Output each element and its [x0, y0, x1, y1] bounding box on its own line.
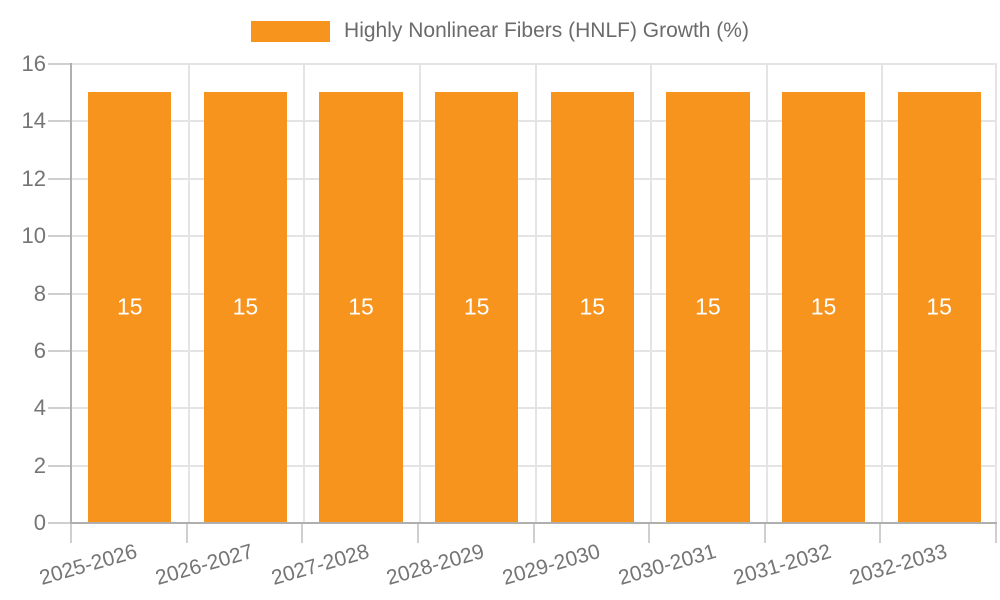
bar: [666, 91, 750, 522]
y-axis-tick: [48, 407, 70, 410]
x-axis-tick: [185, 524, 188, 543]
y-axis-tick-label: 16: [21, 51, 46, 76]
y-axis-tick: [48, 464, 70, 467]
x-axis-category-label: 2032-2033: [846, 540, 950, 590]
y-axis-tick-label: 0: [33, 510, 46, 535]
x-axis-tick: [995, 524, 997, 543]
bar-value-label: 15: [695, 293, 721, 320]
x-axis-category-label: 2026-2027: [152, 540, 256, 590]
bar-value-label: 15: [232, 293, 259, 320]
y-axis-tick: [48, 177, 70, 180]
x-axis-category-label: 2027-2028: [268, 540, 372, 590]
y-axis-tick-label: 2: [33, 452, 46, 478]
bar: [897, 91, 981, 522]
bar-value-label: 15: [810, 293, 837, 320]
x-axis-category-label: 2025-2026: [37, 540, 141, 590]
y-axis-tick: [48, 63, 70, 65]
x-grid-line: [534, 63, 537, 522]
x-grid-line: [303, 63, 306, 522]
plot-area: 15 15 15 15 15 15 15 15: [70, 63, 997, 524]
x-axis-category-label: 2029-2030: [499, 540, 603, 590]
y-axis-tick-label: 4: [33, 395, 46, 421]
bar-value-label: 15: [348, 293, 374, 320]
y-axis-tick: [48, 292, 70, 295]
y-axis-tick-label: 12: [21, 165, 46, 191]
x-axis-tick: [648, 524, 651, 543]
x-axis-tick: [532, 524, 535, 543]
y-axis-tick: [48, 120, 70, 123]
x-axis-tick: [879, 524, 882, 543]
bar: [550, 91, 634, 522]
x-grid-line: [418, 63, 421, 522]
x-grid-line: [187, 63, 190, 522]
bar-value-label: 15: [579, 293, 606, 320]
x-grid-line: [650, 63, 653, 522]
bar: [781, 91, 866, 522]
bar: [203, 91, 288, 522]
x-axis-category-label: 2030-2031: [615, 540, 719, 590]
x-axis-tick: [301, 524, 304, 543]
x-grid-line: [765, 63, 768, 522]
bar-value-label: 15: [117, 293, 143, 320]
y-axis-tick: [48, 235, 70, 238]
legend-swatch: [251, 20, 331, 42]
x-axis-tick: [763, 524, 766, 543]
bar: [88, 91, 172, 522]
y-axis-tick-label: 8: [33, 280, 46, 306]
bar-value-label: 15: [463, 293, 490, 320]
x-grid-line: [995, 63, 997, 522]
bar: [319, 91, 403, 522]
legend[interactable]: Highly Nonlinear Fibers (HNLF) Growth (%…: [0, 18, 1000, 44]
y-axis-tick: [48, 522, 70, 524]
y-axis-tick-label: 10: [21, 223, 46, 249]
x-grid-line: [881, 63, 884, 522]
legend-label: Highly Nonlinear Fibers (HNLF) Growth (%…: [344, 19, 749, 42]
x-axis-tick: [416, 524, 419, 543]
x-axis-category-label: 2031-2032: [731, 540, 834, 590]
bar: [435, 91, 519, 522]
x-axis-category-label: 2028-2029: [384, 540, 488, 590]
y-axis-tick-label: 14: [21, 108, 46, 134]
x-axis-tick: [70, 524, 72, 543]
y-axis-tick-label: 6: [33, 337, 46, 363]
y-axis-tick: [48, 349, 70, 352]
bar-value-label: 15: [926, 293, 952, 320]
